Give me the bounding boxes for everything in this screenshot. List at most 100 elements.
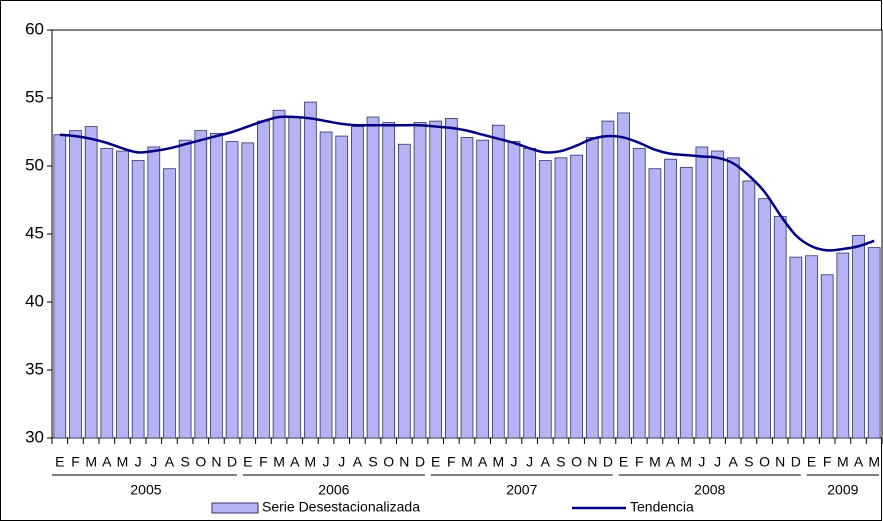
x-tick-label: F — [71, 454, 80, 470]
x-tick-label: A — [854, 454, 864, 470]
x-tick-label: J — [526, 454, 533, 470]
bar — [147, 146, 161, 439]
y-tick-label: 45 — [25, 223, 44, 242]
x-tick-label: D — [791, 454, 801, 470]
bar — [84, 126, 98, 439]
bar — [867, 247, 881, 439]
bar — [69, 130, 82, 439]
x-tick-label: O — [195, 454, 206, 470]
bar — [288, 116, 302, 439]
y-tick-label: 60 — [25, 19, 44, 38]
x-tick-label: A — [102, 454, 112, 470]
x-tick-label: N — [399, 454, 409, 470]
x-tick-label: J — [150, 454, 157, 470]
bar — [538, 160, 552, 439]
x-tick-label: O — [759, 454, 770, 470]
bar — [304, 101, 317, 439]
bar — [100, 147, 114, 439]
bar — [523, 147, 536, 439]
x-tick-label: E — [807, 454, 816, 470]
trend-line — [59, 115, 875, 252]
x-tick-label: A — [541, 454, 551, 470]
x-tick-label: M — [117, 454, 129, 470]
x-tick-label: D — [415, 454, 425, 470]
bar — [585, 137, 599, 439]
x-tick-label: M — [492, 454, 504, 470]
bar — [805, 255, 818, 439]
x-tick-label: S — [368, 454, 377, 470]
bar — [444, 118, 458, 439]
x-tick-label: S — [744, 454, 753, 470]
bar — [131, 160, 145, 439]
bar — [351, 126, 364, 439]
bar — [820, 274, 834, 439]
x-tick-label: M — [273, 454, 285, 470]
year-label: 2006 — [318, 482, 349, 498]
x-tick-label: M — [868, 454, 880, 470]
bar — [194, 130, 208, 439]
bar — [554, 157, 568, 439]
x-tick-label: M — [85, 454, 97, 470]
bar — [664, 158, 677, 439]
x-tick-label: N — [211, 454, 221, 470]
y-tick-label: 50 — [25, 155, 44, 174]
x-tick-label: A — [290, 454, 300, 470]
bar — [241, 142, 255, 439]
x-tick-label: N — [775, 454, 785, 470]
bar — [742, 180, 756, 439]
year-label: 2008 — [694, 482, 725, 498]
bar — [491, 124, 505, 439]
x-tick-label: S — [180, 454, 189, 470]
legend-label: Serie Desestacionalizada — [262, 499, 420, 515]
bar — [225, 141, 239, 439]
y-tick-label: 35 — [25, 359, 44, 378]
x-tick-label: F — [259, 454, 268, 470]
bar — [758, 198, 771, 439]
x-tick-label: M — [680, 454, 692, 470]
bar — [617, 112, 630, 439]
x-tick-label: A — [729, 454, 739, 470]
bar — [210, 132, 223, 439]
x-tick-label: S — [556, 454, 565, 470]
bar — [429, 120, 443, 439]
bar — [413, 122, 427, 439]
x-tick-label: J — [323, 454, 330, 470]
x-tick-label: M — [837, 454, 849, 470]
year-label: 2007 — [506, 482, 537, 498]
x-tick-label: E — [431, 454, 440, 470]
bar — [570, 154, 583, 439]
x-tick-label: E — [55, 454, 64, 470]
bar — [163, 168, 176, 439]
x-tick-label: N — [587, 454, 597, 470]
bar — [476, 139, 490, 439]
x-tick-label: F — [635, 454, 644, 470]
bar — [695, 146, 709, 439]
y-tick-label: 30 — [25, 427, 44, 446]
x-tick-label: A — [353, 454, 363, 470]
x-tick-label: E — [619, 454, 628, 470]
bar — [116, 150, 129, 439]
x-tick-label: J — [135, 454, 142, 470]
bar — [460, 137, 474, 439]
bar — [773, 215, 787, 439]
x-tick-label: D — [603, 454, 613, 470]
x-tick-label: A — [165, 454, 175, 470]
bar — [711, 150, 724, 439]
bar — [601, 120, 615, 439]
x-tick-label: M — [461, 454, 473, 470]
year-label: 2005 — [130, 482, 161, 498]
bar — [382, 122, 396, 439]
bar — [679, 166, 693, 439]
bar — [789, 256, 803, 439]
bar — [852, 234, 865, 439]
bar — [53, 134, 67, 439]
bar — [632, 147, 646, 439]
x-tick-label: J — [714, 454, 721, 470]
x-tick-label: A — [478, 454, 488, 470]
year-label: 2009 — [827, 482, 858, 498]
x-tick-label: A — [666, 454, 676, 470]
bar — [398, 143, 411, 439]
bar — [648, 168, 662, 439]
legend-swatch — [211, 502, 259, 514]
